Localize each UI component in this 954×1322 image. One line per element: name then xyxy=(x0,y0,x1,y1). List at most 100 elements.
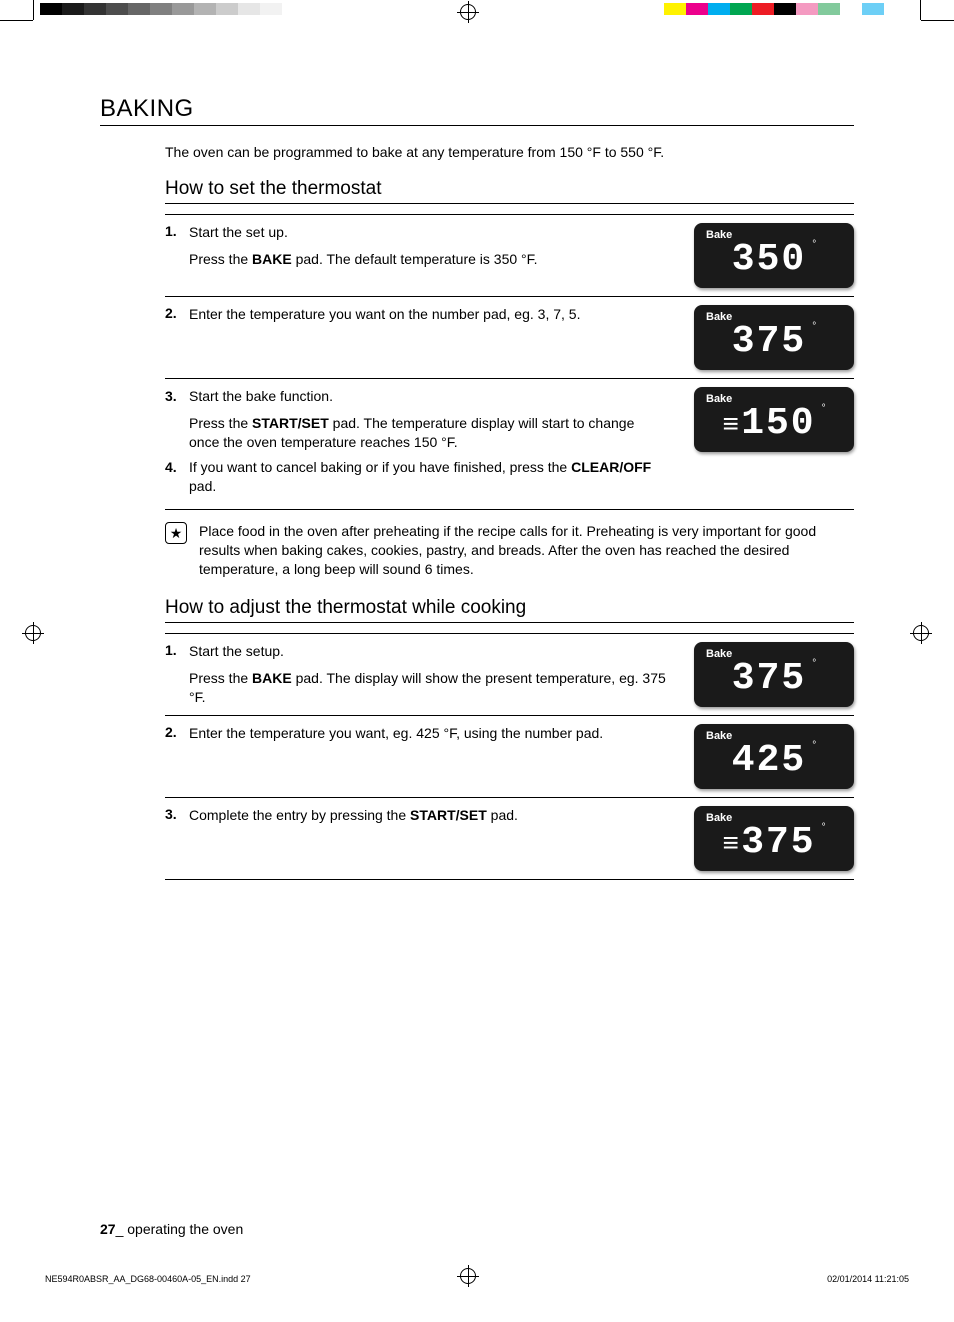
color-swatch xyxy=(752,3,774,15)
oven-display: Bake 350° xyxy=(694,223,854,288)
step-detail: Press the BAKE pad. The default temperat… xyxy=(189,250,676,269)
step-lead: Start the set up. xyxy=(189,223,676,242)
registration-mark-icon xyxy=(913,625,929,641)
step-lead: Start the bake function. xyxy=(189,387,666,406)
gray-swatch xyxy=(62,3,84,15)
footer-sep: _ xyxy=(116,1221,128,1237)
step-body: Start the setup. Press the BAKE pad. The… xyxy=(189,642,686,707)
content-block: The oven can be programmed to bake at an… xyxy=(165,144,854,880)
step-number: 2 xyxy=(165,724,181,740)
step-row: 3 Complete the entry by pressing the STA… xyxy=(165,798,854,880)
tip-text: Place food in the oven after preheating … xyxy=(199,522,854,579)
subsection-title-set-thermostat: How to set the thermostat xyxy=(165,178,854,204)
crop-mark xyxy=(0,20,33,21)
display-temperature: 425 xyxy=(732,742,806,780)
step-row-merged: 3 Start the bake function. Press the STA… xyxy=(165,379,854,510)
oven-display: Bake ≡ 375° xyxy=(694,806,854,871)
section-title: BAKING xyxy=(100,95,854,126)
step-row: 4 If you want to cancel baking or if you… xyxy=(165,458,676,496)
step-body: Enter the temperature you want, eg. 425 … xyxy=(189,724,686,743)
step-body: Start the bake function. Press the START… xyxy=(189,387,676,452)
registration-mark-icon xyxy=(460,4,476,20)
gray-swatch xyxy=(84,3,106,15)
gray-swatch xyxy=(128,3,150,15)
step-row: 3 Start the bake function. Press the STA… xyxy=(165,387,676,452)
step-body: If you want to cancel baking or if you h… xyxy=(189,458,676,496)
step-detail: Press the BAKE pad. The display will sho… xyxy=(189,669,676,707)
text-fragment: Complete the entry by pressing the xyxy=(189,807,410,823)
printer-marks-top xyxy=(0,0,954,20)
gray-swatch xyxy=(238,3,260,15)
slug-timestamp: 02/01/2014 11:21:05 xyxy=(827,1274,909,1284)
gray-swatch xyxy=(282,3,304,15)
display-temperature: 350 xyxy=(732,241,806,279)
subsection-title-adjust-thermostat: How to adjust the thermostat while cooki… xyxy=(165,597,854,623)
step-number: 3 xyxy=(165,806,181,822)
text-fragment: Press the xyxy=(189,251,252,267)
registration-mark-icon xyxy=(25,625,41,641)
bold-term: START/SET xyxy=(252,415,329,431)
step-number: 3 xyxy=(165,387,181,452)
text-fragment: pad. xyxy=(189,478,216,494)
crop-mark xyxy=(33,0,34,20)
tip-callout: ★ Place food in the oven after preheatin… xyxy=(165,522,854,579)
text-fragment: Press the xyxy=(189,670,252,686)
step-body: Start the set up. Press the BAKE pad. Th… xyxy=(189,223,686,269)
text-fragment: If you want to cancel baking or if you h… xyxy=(189,459,571,475)
bold-term: START/SET xyxy=(410,807,487,823)
degree-icon: ° xyxy=(822,403,826,414)
degree-icon: ° xyxy=(812,740,816,751)
color-swatch xyxy=(840,3,862,15)
bold-term: CLEAR/OFF xyxy=(571,459,651,475)
bold-term: BAKE xyxy=(252,670,292,686)
gray-swatch xyxy=(172,3,194,15)
bold-term: BAKE xyxy=(252,251,292,267)
slug-filename: NE594R0ABSR_AA_DG68-00460A-05_EN.indd 27 xyxy=(45,1274,251,1284)
display-temperature: 375 xyxy=(732,323,806,361)
oven-display: Bake ≡ 150° xyxy=(694,387,854,452)
display-preheat-icon: ≡ xyxy=(722,832,735,860)
star-icon: ★ xyxy=(165,522,187,544)
step-row: 2 Enter the temperature you want on the … xyxy=(165,297,854,379)
step-body: Complete the entry by pressing the START… xyxy=(189,806,686,825)
degree-icon: ° xyxy=(812,321,816,332)
color-swatch xyxy=(730,3,752,15)
step-row: 1 Start the set up. Press the BAKE pad. … xyxy=(165,215,854,297)
print-slug: NE594R0ABSR_AA_DG68-00460A-05_EN.indd 27… xyxy=(45,1274,909,1284)
gray-swatch xyxy=(40,3,62,15)
color-swatch-strip xyxy=(664,3,884,15)
step-row: 2 Enter the temperature you want, eg. 42… xyxy=(165,716,854,798)
steps-adjust-thermostat: 1 Start the setup. Press the BAKE pad. T… xyxy=(165,633,854,880)
gray-swatch xyxy=(216,3,238,15)
crop-mark xyxy=(921,20,954,21)
gray-swatch xyxy=(194,3,216,15)
text-fragment: pad. The default temperature is 350 °F. xyxy=(292,251,538,267)
steps-set-thermostat: 1 Start the set up. Press the BAKE pad. … xyxy=(165,214,854,510)
degree-icon: ° xyxy=(812,658,816,669)
oven-display: Bake 425° xyxy=(694,724,854,789)
display-temperature: 375 xyxy=(741,824,815,862)
step-number: 2 xyxy=(165,305,181,321)
step-row: 1 Start the setup. Press the BAKE pad. T… xyxy=(165,634,854,716)
gray-swatch-strip xyxy=(40,3,304,15)
crop-mark xyxy=(920,0,921,20)
oven-display: Bake 375° xyxy=(694,305,854,370)
color-swatch xyxy=(774,3,796,15)
color-swatch xyxy=(862,3,884,15)
display-temperature: 150 xyxy=(741,405,815,443)
step-number: 1 xyxy=(165,642,181,658)
step-number: 1 xyxy=(165,223,181,239)
color-swatch xyxy=(686,3,708,15)
oven-display: Bake 375° xyxy=(694,642,854,707)
color-swatch xyxy=(818,3,840,15)
page-content: BAKING The oven can be programmed to bak… xyxy=(40,35,914,1267)
step-lead: Start the setup. xyxy=(189,642,676,661)
gray-swatch xyxy=(106,3,128,15)
step-number: 4 xyxy=(165,458,181,496)
gray-swatch xyxy=(150,3,172,15)
text-fragment: pad. xyxy=(487,807,518,823)
step-body: Enter the temperature you want on the nu… xyxy=(189,305,686,324)
degree-icon: ° xyxy=(812,239,816,250)
step-detail: Press the START/SET pad. The temperature… xyxy=(189,414,666,452)
page-number: 27 xyxy=(100,1221,116,1237)
